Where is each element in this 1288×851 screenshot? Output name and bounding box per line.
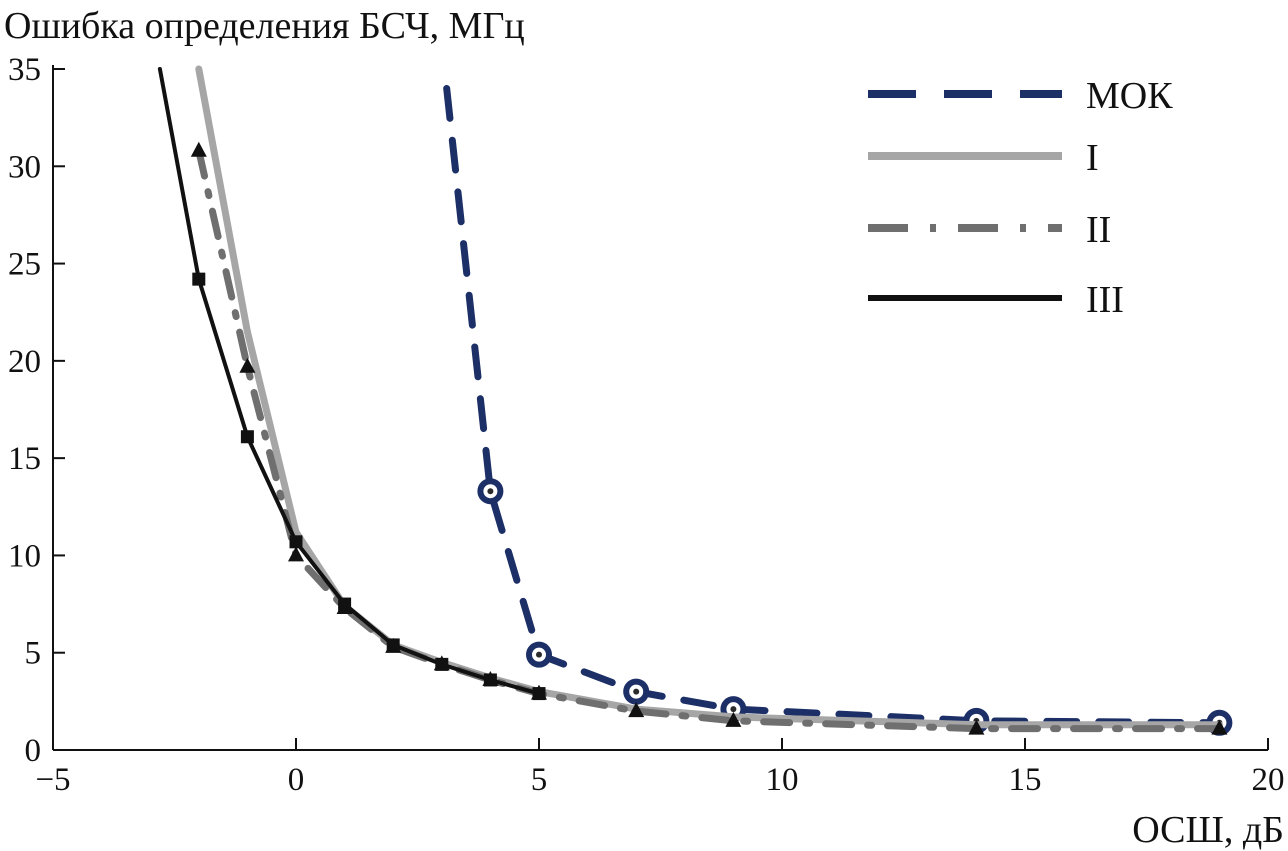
- data-point: [968, 719, 985, 735]
- data-point: [190, 141, 207, 157]
- series-2: [190, 141, 1228, 735]
- y-tick-label: 35: [8, 52, 41, 88]
- data-point: [239, 357, 256, 373]
- y-tick-label: 15: [8, 441, 41, 477]
- y-tick-label: 30: [8, 149, 41, 185]
- data-point: [289, 535, 303, 549]
- data-point: [192, 272, 206, 286]
- x-tick-label: 0: [288, 762, 305, 798]
- series-line-1: [195, 65, 1223, 729]
- data-point: [532, 687, 546, 701]
- y-tick-label: 10: [8, 538, 41, 574]
- y-tick-label: 0: [25, 733, 42, 769]
- data-point: [338, 597, 352, 611]
- x-axis-title: ОСШ, дБ: [1132, 809, 1284, 851]
- series-0: [443, 85, 1233, 736]
- x-tick-label: −5: [35, 762, 70, 798]
- x-tick-label: 10: [766, 762, 799, 798]
- data-point-center: [487, 488, 494, 495]
- data-point: [725, 711, 742, 727]
- data-point: [1211, 719, 1228, 735]
- series-1: [195, 65, 1223, 729]
- series-3: [157, 67, 546, 701]
- series-line-0: [443, 85, 1223, 727]
- y-axis-title: Ошибка определения БСЧ, МГц: [4, 5, 525, 47]
- data-point: [288, 546, 304, 562]
- series-line-2: [195, 147, 1223, 733]
- data-point-center: [730, 706, 737, 713]
- x-tick-label: 15: [1009, 762, 1042, 798]
- y-tick-label: 20: [8, 344, 41, 380]
- legend-label-3: III: [1086, 279, 1124, 321]
- data-point: [435, 657, 449, 671]
- y-tick-label: 5: [25, 636, 42, 672]
- x-tick-label: 20: [1252, 762, 1285, 798]
- data-point: [386, 638, 400, 652]
- data-point: [483, 673, 497, 687]
- x-tick-label: 5: [531, 762, 548, 798]
- legend-label-0: МОК: [1086, 75, 1173, 117]
- y-tick-label: 25: [8, 247, 41, 283]
- series-layer: [157, 65, 1233, 736]
- data-point-center: [633, 688, 640, 695]
- legend-label-2: II: [1086, 209, 1111, 251]
- data-point: [628, 702, 645, 718]
- data-point-center: [536, 651, 542, 658]
- legend-label-1: I: [1086, 137, 1099, 179]
- data-point: [240, 430, 254, 444]
